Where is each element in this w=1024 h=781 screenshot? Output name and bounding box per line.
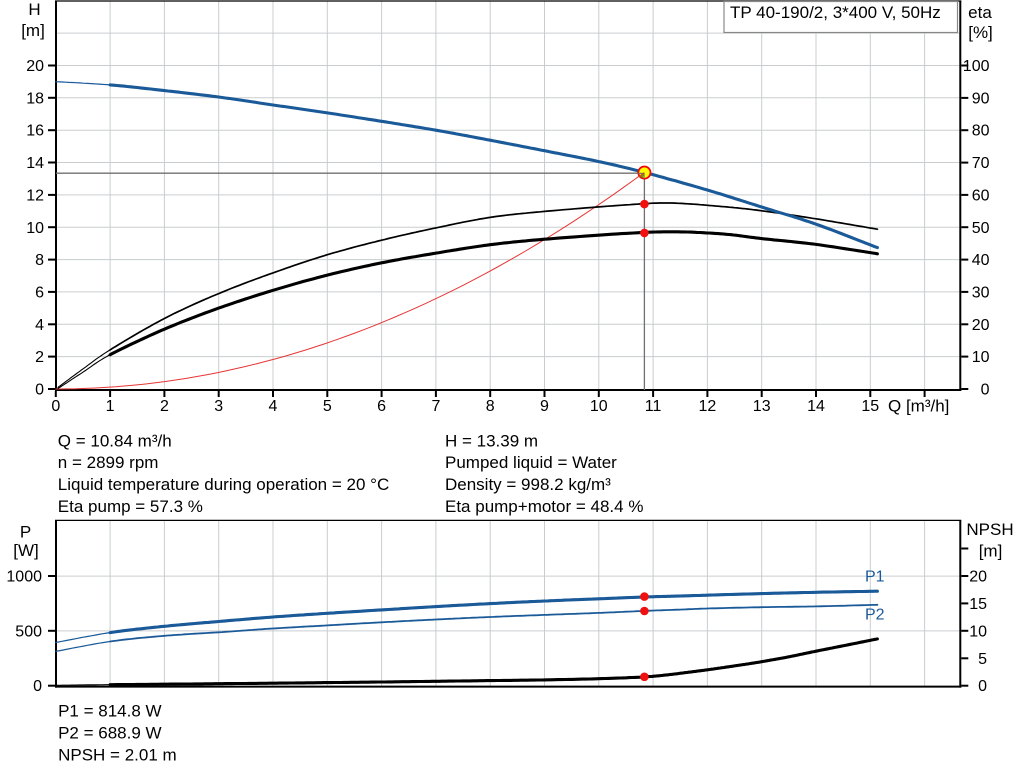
svg-text:n = 2899 rpm: n = 2899 rpm — [58, 453, 159, 472]
svg-text:10: 10 — [972, 349, 990, 366]
svg-text:70: 70 — [972, 155, 990, 172]
svg-text:[m]: [m] — [979, 542, 1003, 561]
svg-text:90: 90 — [972, 90, 990, 107]
svg-text:Eta pump+motor = 48.4 %: Eta pump+motor = 48.4 % — [445, 497, 643, 516]
svg-text:11: 11 — [645, 398, 662, 415]
svg-text:Liquid temperature during oper: Liquid temperature during operation = 20… — [58, 475, 389, 494]
svg-text:6: 6 — [377, 398, 386, 415]
svg-text:TP 40-190/2, 3*400 V, 50Hz: TP 40-190/2, 3*400 V, 50Hz — [730, 3, 941, 22]
svg-text:60: 60 — [972, 187, 990, 204]
svg-text:[W]: [W] — [13, 541, 39, 560]
svg-text:100: 100 — [963, 58, 990, 75]
svg-text:15: 15 — [861, 398, 879, 415]
svg-text:P2 = 688.9 W: P2 = 688.9 W — [58, 724, 161, 743]
svg-text:16: 16 — [26, 123, 44, 140]
svg-text:Pumped liquid = Water: Pumped liquid = Water — [445, 453, 617, 472]
svg-text:10: 10 — [590, 398, 608, 415]
svg-text:13: 13 — [753, 398, 771, 415]
svg-text:1: 1 — [106, 398, 115, 415]
svg-text:5: 5 — [978, 651, 987, 668]
svg-text:[%]: [%] — [968, 23, 993, 42]
svg-text:[m]: [m] — [21, 21, 45, 40]
svg-text:P1: P1 — [865, 569, 885, 586]
svg-text:NPSH: NPSH — [966, 520, 1013, 539]
svg-text:Eta pump = 57.3 %: Eta pump = 57.3 % — [58, 497, 203, 516]
svg-text:80: 80 — [972, 123, 990, 140]
svg-text:15: 15 — [969, 596, 987, 613]
svg-text:8: 8 — [35, 252, 44, 269]
svg-text:500: 500 — [15, 623, 42, 640]
svg-text:0: 0 — [51, 398, 60, 415]
svg-text:9: 9 — [540, 398, 549, 415]
svg-text:Q [m³/h]: Q [m³/h] — [888, 397, 949, 416]
svg-text:eta: eta — [968, 3, 992, 22]
svg-text:P1 = 814.8 W: P1 = 814.8 W — [58, 702, 161, 721]
svg-text:20: 20 — [972, 317, 990, 334]
svg-text:1000: 1000 — [6, 569, 42, 586]
svg-text:30: 30 — [972, 284, 990, 301]
svg-text:40: 40 — [972, 252, 990, 269]
svg-text:Q = 10.84 m³/h: Q = 10.84 m³/h — [58, 431, 172, 450]
svg-text:NPSH = 2.01 m: NPSH = 2.01 m — [58, 745, 177, 764]
svg-text:8: 8 — [486, 398, 495, 415]
svg-text:20: 20 — [26, 58, 44, 75]
svg-text:0: 0 — [981, 382, 990, 399]
svg-text:H: H — [28, 0, 40, 19]
svg-text:50: 50 — [972, 220, 990, 237]
svg-text:5: 5 — [323, 398, 332, 415]
svg-text:Density = 998.2 kg/m³: Density = 998.2 kg/m³ — [445, 475, 611, 494]
svg-text:H = 13.39 m: H = 13.39 m — [445, 431, 538, 450]
svg-text:0: 0 — [978, 678, 987, 695]
svg-text:10: 10 — [26, 220, 44, 237]
svg-text:6: 6 — [35, 284, 44, 301]
svg-text:2: 2 — [160, 398, 169, 415]
svg-text:P: P — [20, 523, 31, 542]
svg-text:4: 4 — [269, 398, 278, 415]
svg-text:P2: P2 — [865, 607, 885, 624]
svg-text:7: 7 — [431, 398, 440, 415]
svg-text:20: 20 — [969, 569, 987, 586]
svg-text:0: 0 — [33, 678, 42, 695]
svg-text:10: 10 — [969, 623, 987, 640]
svg-text:3: 3 — [214, 398, 223, 415]
svg-text:0: 0 — [35, 382, 44, 399]
svg-text:14: 14 — [26, 155, 44, 172]
svg-text:2: 2 — [35, 349, 44, 366]
svg-text:4: 4 — [35, 317, 44, 334]
svg-text:12: 12 — [699, 398, 717, 415]
svg-text:12: 12 — [26, 187, 44, 204]
svg-text:18: 18 — [26, 90, 44, 107]
svg-text:14: 14 — [807, 398, 825, 415]
